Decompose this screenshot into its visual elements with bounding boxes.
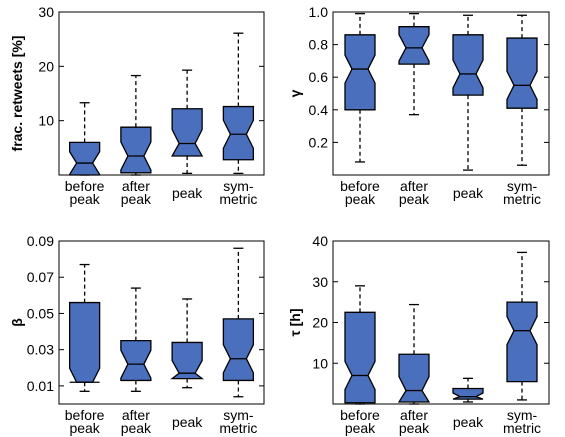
y-tick-label: 40 — [312, 233, 328, 249]
plot-area-frame — [332, 11, 550, 176]
box-2 — [120, 287, 152, 392]
y-tick-label: 20 — [38, 58, 54, 74]
box-body — [344, 34, 376, 111]
box-2 — [120, 74, 152, 176]
box-body — [222, 318, 255, 382]
category-label: peak — [345, 420, 376, 436]
y-axis-label: frac. retweets [%] — [9, 36, 25, 152]
y-tick-label: 0.2 — [309, 134, 329, 150]
box-body — [222, 105, 255, 161]
box-body — [170, 341, 205, 380]
box-2 — [397, 303, 431, 405]
category-label: peak — [69, 420, 100, 436]
category-label: after — [400, 407, 428, 423]
box-3 — [452, 14, 484, 171]
y-tick-label: 0.03 — [27, 342, 54, 358]
plot-area-frame — [58, 240, 265, 405]
box-body — [506, 301, 538, 383]
category-label: after — [122, 407, 150, 423]
y-tick-label: 20 — [312, 315, 328, 331]
box-body — [120, 126, 152, 174]
category-label: peak — [399, 191, 430, 207]
box-body — [68, 301, 101, 383]
box-body — [68, 141, 101, 176]
category-label: metric — [503, 191, 541, 207]
y-tick-label: 0.01 — [27, 378, 54, 394]
y-tick-label: 0.05 — [27, 305, 54, 321]
box-3 — [171, 69, 204, 175]
category-label: sym- — [507, 407, 538, 423]
plot-area-frame — [58, 11, 265, 176]
category-label: after — [400, 178, 428, 194]
y-axis-label: γ — [287, 89, 303, 97]
box-body — [120, 339, 152, 382]
box-body — [452, 387, 484, 400]
y-tick-label: 30 — [38, 4, 54, 20]
box-4 — [222, 32, 255, 175]
y-axis-label: τ [h] — [287, 308, 303, 336]
box-1 — [68, 102, 101, 176]
box-body — [344, 311, 376, 404]
category-label: after — [122, 178, 150, 194]
category-label: before — [340, 178, 380, 194]
box-body — [452, 34, 484, 96]
category-label: metric — [219, 191, 257, 207]
category-label: peak — [453, 185, 484, 201]
category-label: before — [65, 407, 105, 423]
category-label: metric — [219, 420, 257, 436]
category-label: peak — [399, 420, 430, 436]
category-label: peak — [345, 191, 376, 207]
y-tick-label: 0.8 — [309, 37, 329, 53]
box-4 — [506, 14, 538, 166]
box-2 — [398, 12, 430, 116]
box-body — [397, 353, 431, 403]
category-label: peak — [453, 414, 484, 430]
category-label: sym- — [223, 178, 254, 194]
box-4 — [506, 251, 538, 401]
y-tick-label: 30 — [312, 274, 328, 290]
box-1 — [68, 263, 101, 392]
y-tick-label: 10 — [312, 355, 328, 371]
box-body — [398, 26, 430, 65]
category-label: peak — [69, 191, 100, 207]
category-label: before — [340, 407, 380, 423]
category-label: peak — [172, 185, 203, 201]
y-axis-label: β — [9, 318, 25, 327]
box-body — [506, 37, 538, 109]
y-tick-label: 10 — [38, 113, 54, 129]
category-label: before — [65, 178, 105, 194]
box-3 — [170, 298, 205, 389]
box-1 — [344, 12, 376, 163]
chart-panel-3: 0.010.030.050.070.09βbeforepeakafterpeak… — [9, 233, 265, 436]
box-1 — [344, 285, 376, 405]
y-tick-label: 1.0 — [309, 4, 329, 20]
y-tick-label: 0.09 — [27, 233, 54, 249]
y-tick-label: 0.6 — [309, 69, 329, 85]
category-label: peak — [172, 414, 203, 430]
category-label: sym- — [223, 407, 254, 423]
category-label: peak — [121, 191, 152, 207]
category-label: sym- — [507, 178, 538, 194]
y-tick-label: 0.4 — [309, 102, 329, 118]
box-body — [171, 108, 204, 157]
box-3 — [452, 377, 484, 403]
category-label: peak — [121, 420, 152, 436]
y-tick-label: 0.07 — [27, 269, 54, 285]
category-label: metric — [503, 420, 541, 436]
box-4 — [222, 247, 255, 398]
